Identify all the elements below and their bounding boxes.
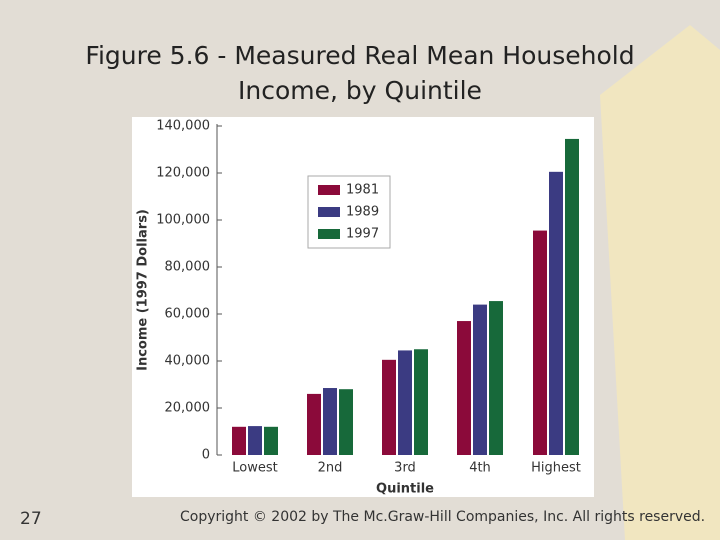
y-tick-label: 60,000 [165, 307, 211, 322]
legend-swatch [318, 229, 340, 239]
y-tick-label: 0 [202, 448, 210, 463]
bar [565, 138, 579, 456]
bar [533, 230, 547, 455]
bar [398, 350, 412, 455]
bar [457, 321, 471, 455]
x-tick-label: Highest [531, 461, 581, 476]
copyright: Copyright © 2002 by The Mc.Graw-Hill Com… [180, 509, 705, 525]
bar [264, 426, 278, 455]
legend-swatch [318, 185, 340, 195]
y-tick-label: 120,000 [156, 166, 210, 181]
bar [414, 349, 428, 455]
bar [339, 389, 353, 455]
y-tick-label: 40,000 [165, 354, 211, 369]
y-tick-label: 100,000 [156, 213, 210, 228]
legend-label: 1997 [346, 227, 379, 242]
bar [307, 393, 321, 455]
legend-label: 1989 [346, 205, 379, 220]
page-number: 27 [20, 509, 42, 529]
bar [323, 388, 337, 455]
legend-swatch [318, 207, 340, 217]
y-tick-label: 140,000 [156, 119, 210, 134]
bar [232, 426, 246, 455]
x-tick-label: Lowest [232, 461, 277, 476]
x-axis-label: Quintile [376, 482, 434, 497]
x-tick-label: 4th [469, 461, 491, 476]
x-tick-label: 3rd [394, 461, 416, 476]
bar [549, 171, 563, 455]
chart-title: Figure 5.6 - Measured Real Mean Househol… [85, 41, 635, 105]
bar [248, 426, 262, 455]
bar [382, 359, 396, 455]
y-axis-label: Income (1997 Dollars) [136, 209, 151, 371]
bar [473, 304, 487, 455]
legend-label: 1981 [346, 183, 379, 198]
decoration [600, 25, 720, 540]
x-tick-label: 2nd [318, 461, 343, 476]
y-tick-label: 20,000 [165, 401, 211, 416]
y-tick-label: 80,000 [165, 260, 211, 275]
bar [489, 301, 503, 455]
